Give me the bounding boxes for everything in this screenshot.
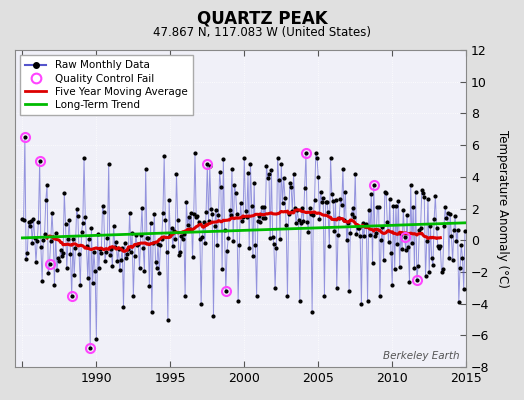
Text: QUARTZ PEAK: QUARTZ PEAK xyxy=(196,10,328,28)
Text: 47.867 N, 117.083 W (United States): 47.867 N, 117.083 W (United States) xyxy=(153,26,371,39)
Text: Berkeley Earth: Berkeley Earth xyxy=(383,351,460,361)
Legend: Raw Monthly Data, Quality Control Fail, Five Year Moving Average, Long-Term Tren: Raw Monthly Data, Quality Control Fail, … xyxy=(20,55,192,115)
Y-axis label: Temperature Anomaly (°C): Temperature Anomaly (°C) xyxy=(496,130,509,288)
